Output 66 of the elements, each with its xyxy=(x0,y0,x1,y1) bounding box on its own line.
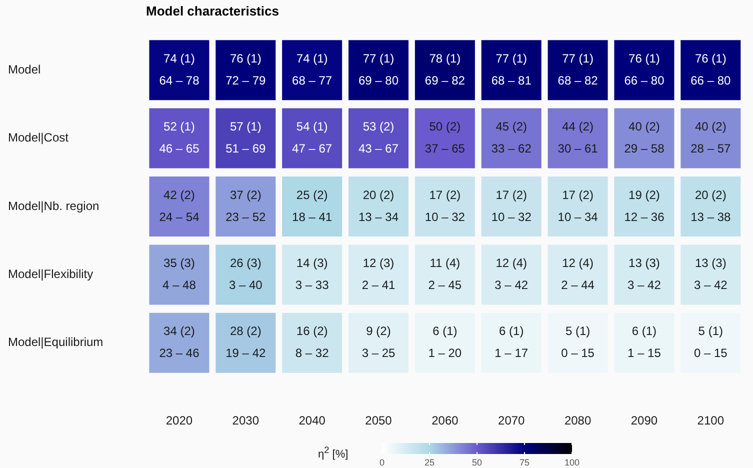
data-label: 40 (2) 28 – 57 xyxy=(690,120,731,156)
data-label: 11 (4) 2 – 45 xyxy=(428,256,462,292)
data-label: 14 (3) 3 – 33 xyxy=(295,256,330,292)
data-label: 74 (1) 68 – 77 xyxy=(292,51,332,88)
color-bar-label: 50 xyxy=(472,457,482,468)
data-label: 13 (3) 3 – 42 xyxy=(628,256,662,292)
data-label: 19 (2) 12 – 36 xyxy=(624,188,665,224)
data-label: 52 (1) 46 – 65 xyxy=(159,120,200,156)
x-tick-label: 2050 xyxy=(365,414,392,428)
y-tick-label: Model xyxy=(8,62,41,76)
data-label: 50 (2) 37 – 65 xyxy=(424,120,466,156)
data-label: 76 (1) 66 – 80 xyxy=(624,51,665,88)
color-bar-label: 75 xyxy=(519,457,530,468)
data-label: 37 (2) 23 – 52 xyxy=(226,188,266,224)
data-label: 5 (1) 0 – 15 xyxy=(561,324,595,360)
data-label: 16 (2) 8 – 32 xyxy=(295,324,330,360)
y-tick-label: Model|Flexibility xyxy=(8,267,94,282)
x-tick-label: 2020 xyxy=(166,414,193,428)
data-label: 78 (1) 69 – 82 xyxy=(424,51,466,88)
data-label: 9 (2) 3 – 25 xyxy=(362,324,396,360)
chart-title: Model characteristics xyxy=(146,4,279,19)
data-label: 26 (3) 3 – 40 xyxy=(228,256,263,292)
color-bar-title: η$^{2}$ [%] xyxy=(318,445,348,461)
color-bar-label: 0 xyxy=(379,457,385,468)
data-label: 6 (1) 1 – 17 xyxy=(494,324,528,360)
data-label: 17 (2) 10 – 32 xyxy=(424,188,466,224)
data-label: 35 (3) 4 – 48 xyxy=(162,256,196,292)
data-label: 45 (2) 33 – 62 xyxy=(491,120,532,156)
color-bar-label: 25 xyxy=(424,457,435,468)
data-label: 42 (2) 24 – 54 xyxy=(159,188,200,224)
data-label: 34 (2) 23 – 46 xyxy=(159,324,200,360)
x-tick-label: 2070 xyxy=(498,414,526,428)
data-label: 77 (1) 68 – 82 xyxy=(558,51,598,88)
data-label: 40 (2) 29 – 58 xyxy=(624,120,665,156)
data-label: 76 (1) 72 – 79 xyxy=(226,51,266,88)
y-tick-label: Model|Nb. region xyxy=(8,198,100,213)
data-label: 54 (1) 47 – 67 xyxy=(292,120,332,156)
data-label: 12 (3) 2 – 41 xyxy=(362,256,396,292)
x-tick-label: 2080 xyxy=(564,414,592,428)
data-label: 28 (2) 19 – 42 xyxy=(226,324,266,360)
data-label: 17 (2) 10 – 34 xyxy=(558,188,598,224)
data-label: 6 (1) 1 – 15 xyxy=(628,324,662,360)
data-label: 77 (1) 69 – 80 xyxy=(358,51,399,88)
x-tick-label: 2060 xyxy=(432,414,459,428)
x-tick-label: 2040 xyxy=(298,414,326,428)
data-label: 20 (2) 13 – 34 xyxy=(358,188,399,224)
data-label: 6 (1) 1 – 20 xyxy=(428,324,462,360)
data-label: 25 (2) 18 – 41 xyxy=(292,188,332,224)
y-tick-label: Model|Cost xyxy=(8,130,70,145)
data-label: 77 (1) 68 – 81 xyxy=(491,51,532,88)
data-label: 57 (1) 51 – 69 xyxy=(226,120,266,156)
x-tick-label: 2100 xyxy=(697,414,724,428)
data-label: 20 (2) 13 – 38 xyxy=(690,188,731,224)
data-label: 53 (2) 43 – 67 xyxy=(358,120,399,156)
data-label: 76 (1) 66 – 80 xyxy=(690,51,731,88)
data-label: 12 (4) 2 – 44 xyxy=(561,256,595,292)
data-label: 44 (2) 30 – 61 xyxy=(558,120,598,156)
y-tick-label: Model|Equilibrium xyxy=(8,335,104,350)
data-label: 74 (1) 64 – 78 xyxy=(159,51,200,88)
data-label: 5 (1) 0 – 15 xyxy=(694,324,728,360)
color-bar-label: 100 xyxy=(564,457,580,468)
x-tick-label: 2090 xyxy=(630,414,658,428)
x-tick-label: 2030 xyxy=(232,414,260,428)
data-label: 13 (3) 3 – 42 xyxy=(694,256,728,292)
data-label: 12 (4) 3 – 42 xyxy=(494,256,528,292)
data-label: 17 (2) 10 – 32 xyxy=(491,188,532,224)
